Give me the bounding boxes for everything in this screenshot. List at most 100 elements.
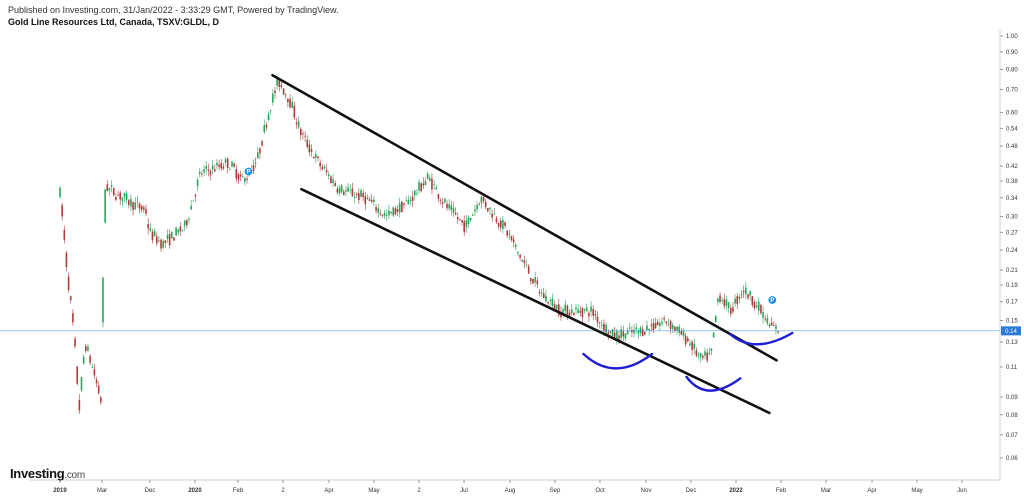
candle [472, 212, 474, 216]
candle [558, 298, 560, 317]
candle [416, 189, 418, 197]
overlays-layer: 0.14 P P [0, 73, 1021, 415]
arc-1[interactable] [582, 352, 654, 370]
candle [590, 301, 592, 317]
candle [72, 309, 74, 326]
investing-logo: Investing.com [10, 466, 85, 481]
candle [87, 343, 89, 352]
brand-suffix: .com [64, 470, 85, 481]
candle [295, 117, 298, 129]
candle [553, 300, 556, 310]
candle [712, 332, 715, 338]
candle [349, 184, 352, 194]
candle [663, 315, 665, 323]
candle [100, 395, 102, 405]
y-tick-label: 0.30 [1006, 215, 1018, 221]
candle [347, 183, 349, 193]
candle [196, 177, 199, 191]
candle [437, 193, 440, 202]
candle [278, 78, 281, 92]
candle [209, 168, 212, 181]
candle [82, 354, 85, 365]
candle [648, 328, 650, 336]
candle [519, 253, 521, 261]
y-tick-label: 0.15 [1006, 319, 1018, 325]
candle [512, 235, 515, 248]
arc-2[interactable] [685, 375, 742, 392]
y-axis: 1.00 0.90 0.80 0.70 0.60 0.54 0.48 0.42 0.38 0.34… [999, 30, 1018, 480]
y-tick-label: 0.11 [1006, 365, 1018, 371]
candle [699, 352, 702, 363]
x-tick-label: 2 [281, 488, 285, 494]
candle [469, 217, 472, 222]
candle [542, 288, 545, 299]
candle [502, 215, 504, 234]
candle [525, 259, 528, 268]
candle [751, 295, 754, 308]
candle [304, 131, 306, 142]
event-marker-label: P [246, 170, 250, 176]
candle [506, 229, 508, 239]
x-tick-label: Sep [550, 488, 561, 494]
channel-upper-line[interactable] [271, 73, 778, 362]
y-tick-label: 0.27 [1006, 230, 1018, 236]
candle [727, 301, 730, 313]
candle [687, 335, 689, 343]
published-line: Published on Investing.com, 31/Jan/2022 … [8, 5, 339, 15]
candle [117, 190, 119, 197]
candle [656, 319, 659, 326]
candle [497, 222, 500, 230]
x-tick-label: May [368, 488, 379, 494]
candle [564, 299, 567, 317]
candle [128, 198, 130, 209]
chart-title: Gold Line Resources Ltd, Canada, TSXV:GL… [8, 17, 220, 27]
candle [194, 193, 197, 202]
candle [499, 217, 502, 232]
candle [637, 328, 640, 339]
candle [401, 200, 403, 213]
candle [596, 311, 599, 327]
candle [422, 177, 425, 189]
y-tick-label: 0.06 [1006, 456, 1018, 462]
candle [85, 343, 87, 354]
candle [760, 303, 762, 316]
candle [493, 208, 496, 215]
candle [78, 394, 81, 414]
candle [162, 239, 164, 250]
candle [631, 325, 633, 338]
x-tick-label: Apr [324, 488, 333, 494]
candle [134, 197, 137, 210]
candle [293, 101, 296, 121]
candle [628, 322, 631, 332]
candle [368, 196, 371, 201]
candle [214, 164, 216, 172]
channel-lower-line[interactable] [300, 187, 771, 415]
candle [465, 214, 468, 233]
candle [644, 331, 646, 336]
candle [489, 207, 491, 215]
candle [110, 180, 113, 193]
event-marker[interactable]: P [244, 167, 254, 177]
candle [216, 159, 218, 170]
candle [334, 180, 336, 187]
x-tick-label: 2020 [188, 488, 202, 494]
candle [598, 321, 601, 329]
candle [616, 328, 618, 345]
candle [239, 171, 242, 182]
candle [119, 190, 121, 205]
candle [319, 159, 321, 171]
candle [183, 219, 186, 232]
candle [168, 229, 171, 249]
candle [237, 172, 240, 184]
candle [125, 190, 128, 204]
event-marker[interactable]: P [767, 295, 777, 305]
arc-3[interactable] [728, 331, 794, 346]
candle [123, 192, 126, 203]
candle [282, 88, 285, 95]
candle [534, 271, 536, 288]
candle [409, 195, 412, 205]
current-price-value: 0.14 [1005, 329, 1017, 335]
candle [327, 170, 330, 180]
candle [74, 336, 76, 349]
